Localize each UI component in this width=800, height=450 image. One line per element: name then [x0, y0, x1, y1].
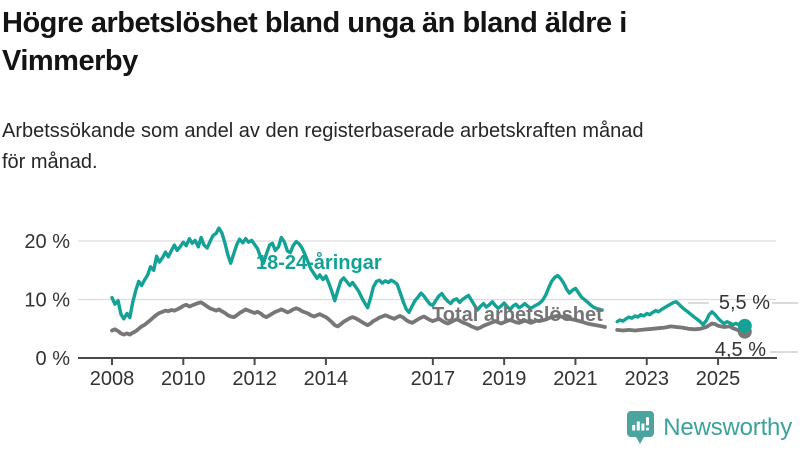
x-axis-tick-label: 2010	[161, 368, 206, 390]
series-line-young	[110, 226, 604, 321]
y-axis-tick-label: 0 %	[36, 348, 71, 370]
series-line-young	[615, 300, 747, 328]
x-axis-tick-label: 2008	[90, 368, 135, 390]
newsworthy-barchart-exclamation-pin-icon	[627, 411, 655, 444]
chart-subtitle-line1: Arbetssökande som andel av den registerb…	[2, 120, 644, 142]
brand-name: Newsworthy	[663, 413, 792, 441]
series-line-total	[110, 300, 607, 337]
end-value-label-total: 4,5 %	[714, 339, 766, 361]
newsworthy-logo: Newsworthy	[627, 411, 792, 444]
end-value-label-young: 5,5 %	[718, 292, 770, 314]
x-axis-tick-label: 2014	[304, 368, 349, 390]
x-axis-tick-label: 2025	[696, 368, 741, 390]
page-title-line1: Högre arbetslöshet bland unga än bland ä…	[2, 7, 627, 39]
series-label-young: 18-24-åringar	[256, 252, 382, 274]
x-axis-tick-label: 2012	[232, 368, 277, 390]
chart-subtitle-line2: för månad.	[2, 151, 98, 173]
chart-subtitle: Arbetssökande som andel av den registerb…	[2, 116, 794, 178]
x-axis-tick-label: 2021	[553, 368, 598, 390]
x-axis-tick-label: 2017	[411, 368, 456, 390]
page-title: Högre arbetslöshet bland unga än bland ä…	[2, 4, 792, 80]
x-axis-tick-label: 2023	[625, 368, 670, 390]
series-label-total: Total arbetslöshet	[432, 304, 603, 326]
y-axis-tick-label: 10 %	[24, 290, 70, 312]
series-line-total	[615, 321, 747, 334]
page-title-line2: Vimmerby	[2, 45, 138, 77]
x-axis-tick-label: 2019	[482, 368, 527, 390]
end-dot-young	[737, 318, 752, 333]
y-axis-tick-label: 20 %	[24, 231, 70, 253]
